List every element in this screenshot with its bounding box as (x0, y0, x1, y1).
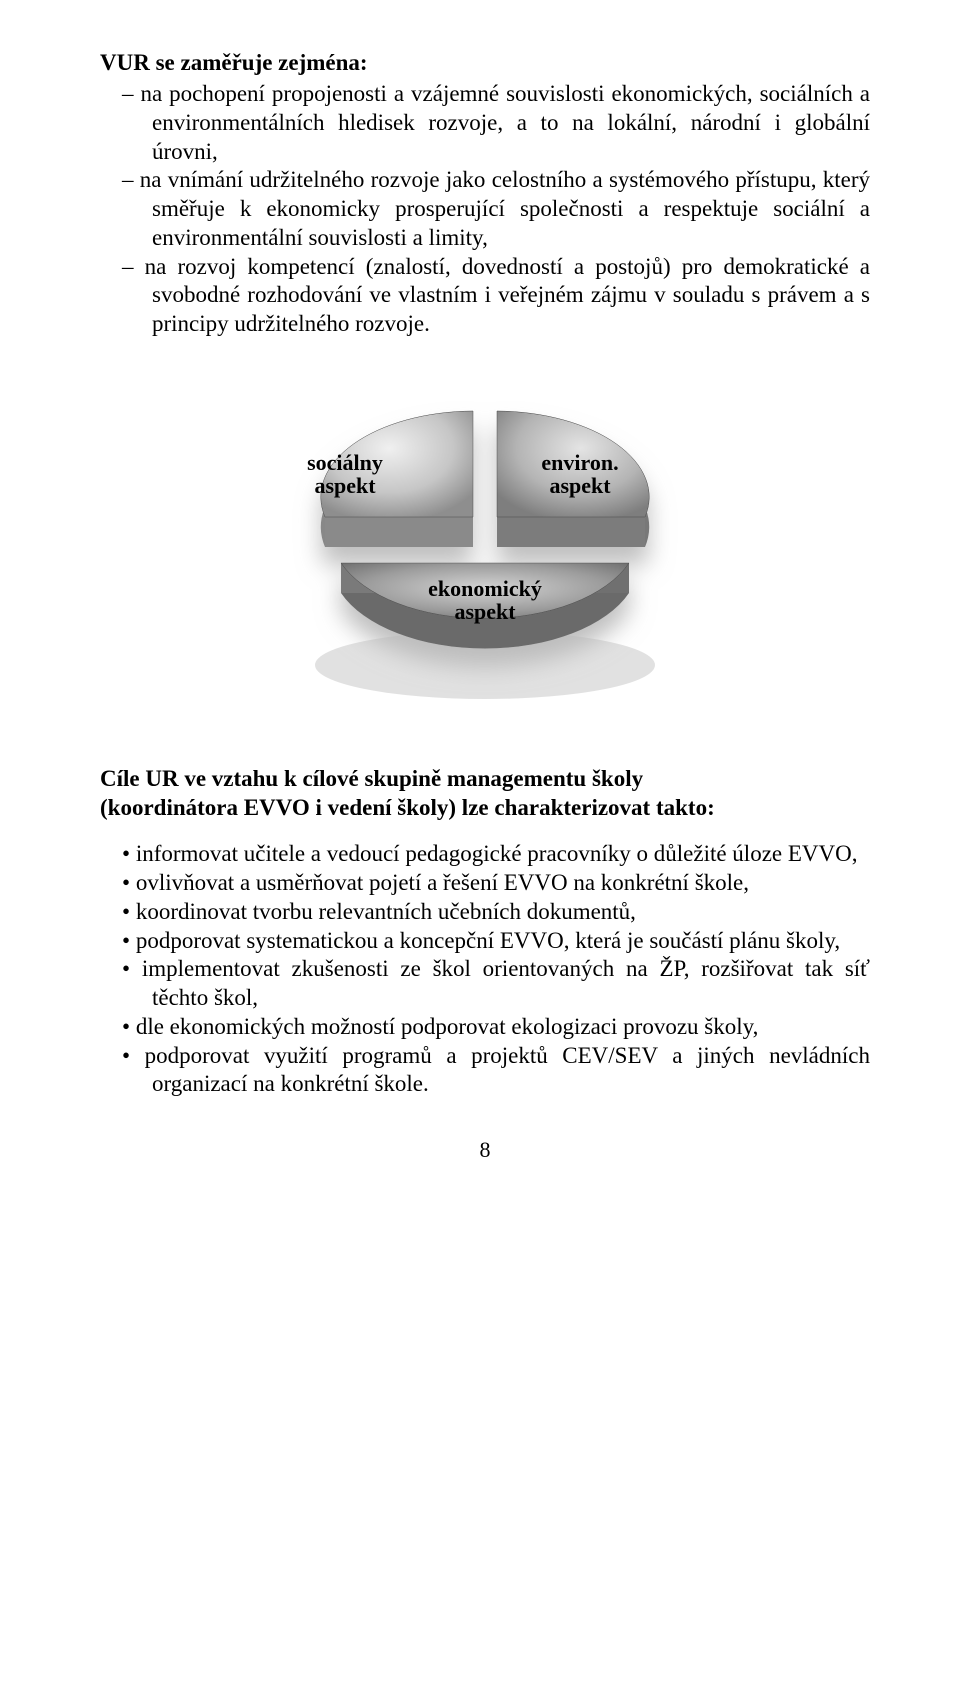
bullet-item: dle ekonomických možností podporovat eko… (100, 1013, 870, 1042)
bullet-item: ovlivňovat a usměrňovat pojetí a řešení … (100, 869, 870, 898)
subheading-line: Cíle UR ve vztahu k cílové skupině manag… (100, 766, 643, 791)
pie-label-ekonomicky: ekonomický aspekt (395, 577, 575, 623)
dash-item: na rozvoj kompetencí (znalostí, dovednos… (100, 253, 870, 339)
bullet-item: implementovat zkušenosti ze škol oriento… (100, 955, 870, 1013)
pie-label-text: environ. (541, 450, 618, 475)
pie-label-text: ekonomický (428, 576, 542, 601)
pie-chart-container: sociálny aspekt environ. aspekt ekonomic… (100, 365, 870, 725)
section-heading: VUR se zaměřuje zejména: (100, 50, 870, 76)
page: VUR se zaměřuje zejména: na pochopení pr… (0, 0, 960, 1193)
pie-label-environ: environ. aspekt (520, 451, 640, 497)
bullet-item: podporovat využití programů a projektů C… (100, 1042, 870, 1100)
bullet-list: informovat učitele a vedoucí pedagogické… (100, 840, 870, 1099)
subsection-heading: Cíle UR ve vztahu k cílové skupině manag… (100, 765, 870, 823)
pie-label-text: aspekt (314, 473, 375, 498)
pie-chart: sociálny aspekt environ. aspekt ekonomic… (275, 365, 695, 725)
dash-list: na pochopení propojenosti a vzájemné sou… (100, 80, 870, 339)
pie-label-text: aspekt (454, 599, 515, 624)
pie-label-text: aspekt (549, 473, 610, 498)
subheading-line: (koordinátora EVVO i vedení školy) lze c… (100, 795, 715, 820)
page-number: 8 (100, 1137, 870, 1163)
pie-chart-svg (275, 365, 695, 725)
bullet-item: podporovat systematickou a koncepční EVV… (100, 927, 870, 956)
bullet-item: informovat učitele a vedoucí pedagogické… (100, 840, 870, 869)
dash-item: na vnímání udržitelného rozvoje jako cel… (100, 166, 870, 252)
pie-label-text: sociálny (307, 450, 383, 475)
dash-item: na pochopení propojenosti a vzájemné sou… (100, 80, 870, 166)
pie-label-socialny: sociálny aspekt (285, 451, 405, 497)
bullet-item: koordinovat tvorbu relevantních učebních… (100, 898, 870, 927)
